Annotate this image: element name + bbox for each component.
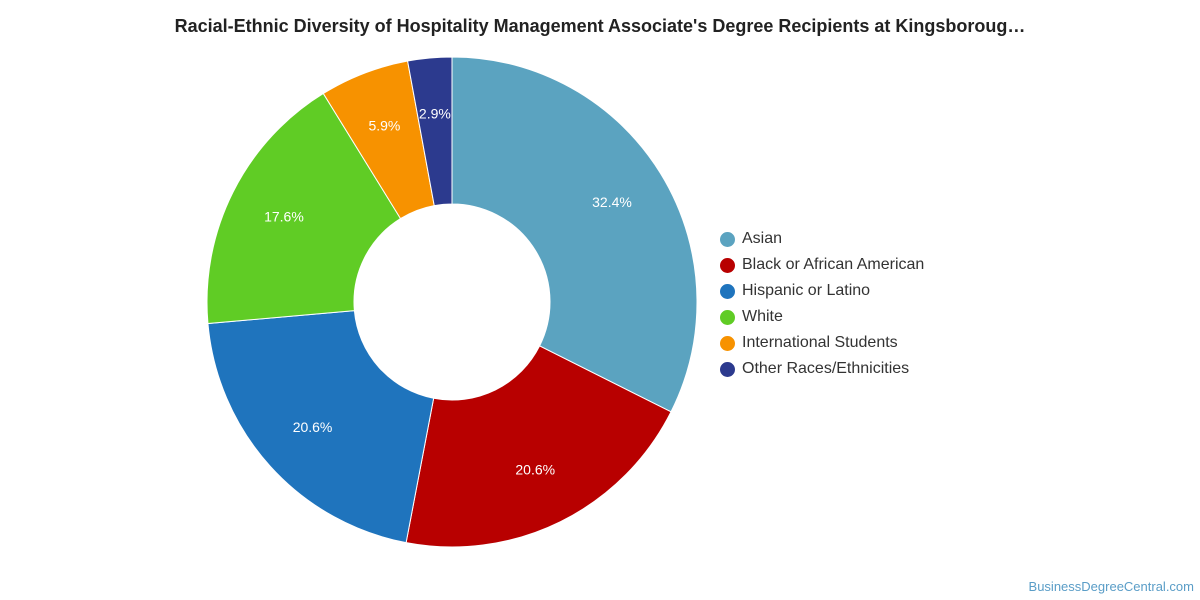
legend-item-white[interactable]: White bbox=[720, 304, 924, 330]
legend-label: Other Races/Ethnicities bbox=[742, 360, 910, 377]
legend-label: Hispanic or Latino bbox=[742, 282, 871, 299]
legend-label: International Students bbox=[742, 334, 898, 351]
slice-label-other-races-ethnicities: 2.9% bbox=[419, 105, 451, 121]
slice-hispanic-or-latino[interactable] bbox=[207, 310, 435, 544]
legend-swatch-icon bbox=[720, 283, 735, 299]
legend-item-black-or-african-american[interactable]: Black or African American bbox=[720, 252, 924, 278]
chart-title: Racial-Ethnic Diversity of Hospitality M… bbox=[174, 16, 1026, 36]
slice-white[interactable] bbox=[206, 92, 402, 325]
legend-label: Black or African American bbox=[742, 256, 925, 273]
slice-label-hispanic-or-latino: 20.6% bbox=[293, 419, 333, 435]
legend-swatch-icon bbox=[720, 231, 735, 247]
slice-other-races-ethnicities[interactable] bbox=[407, 56, 453, 207]
legend-swatch-icon bbox=[720, 257, 735, 273]
slice-label-white: 17.6% bbox=[264, 208, 304, 224]
legend-swatch-icon bbox=[720, 361, 735, 377]
chart-legend: Asian Black or African American Hispanic o… bbox=[720, 226, 924, 382]
legend-item-asian[interactable]: Asian bbox=[720, 226, 924, 252]
slice-asian[interactable] bbox=[451, 56, 698, 413]
legend-swatch-icon bbox=[720, 335, 735, 351]
slice-label-black-or-african-american: 20.6% bbox=[515, 461, 555, 477]
legend-item-international-students[interactable]: International Students bbox=[720, 330, 924, 356]
legend-item-hispanic-or-latino[interactable]: Hispanic or Latino bbox=[720, 278, 924, 304]
legend-label: Asian bbox=[742, 230, 783, 247]
slice-black-or-african-american[interactable] bbox=[405, 345, 672, 548]
legend-item-other-races-ethnicities[interactable]: Other Races/Ethnicities bbox=[720, 356, 924, 382]
site-watermark[interactable]: BusinessDegreeCentral.com bbox=[1028, 579, 1194, 594]
legend-swatch-icon bbox=[720, 309, 735, 325]
legend-label: White bbox=[742, 308, 783, 325]
slice-label-asian: 32.4% bbox=[592, 194, 632, 210]
slice-label-international-students: 5.9% bbox=[368, 117, 400, 133]
